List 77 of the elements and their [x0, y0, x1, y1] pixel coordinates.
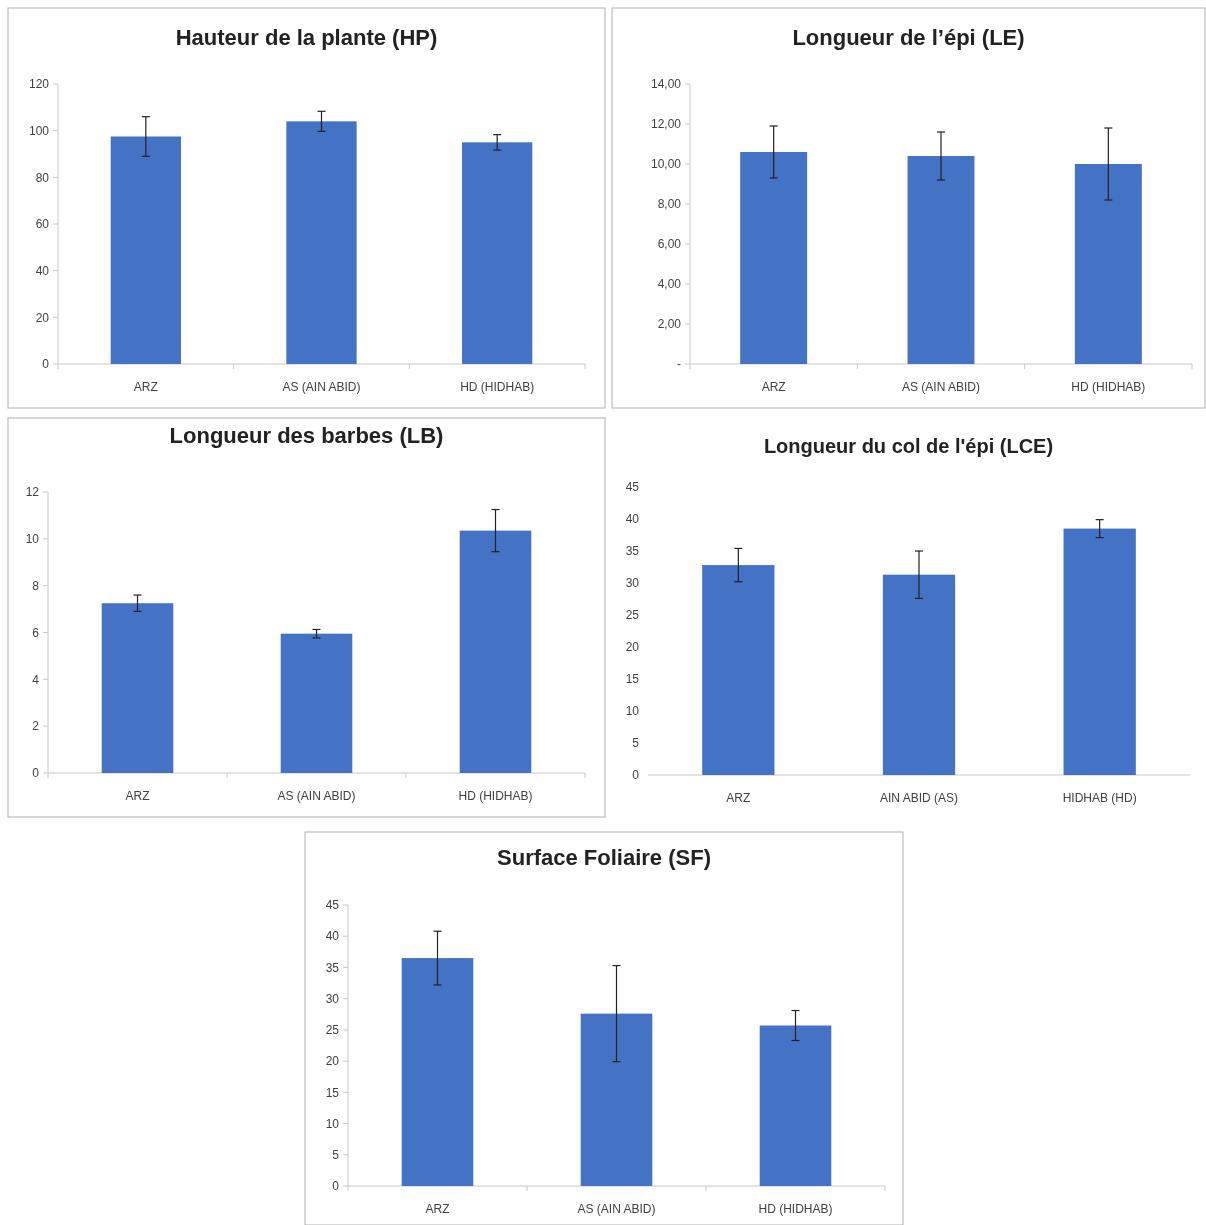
x-tick-label: ARZ [125, 789, 150, 803]
y-tick-label: 40 [625, 512, 640, 527]
y-tick-label: 40 [35, 263, 50, 278]
bar [101, 603, 174, 773]
x-tick-label: AIN ABID (AS) [879, 791, 959, 805]
chart-title: Longueur du col de l'épi (LCE) [763, 435, 1054, 457]
y-tick-label: 60 [35, 217, 50, 232]
y-tick-label: 0 [632, 768, 640, 783]
y-tick-label: 35 [625, 544, 640, 559]
bar [110, 136, 181, 364]
bar [459, 530, 532, 773]
y-tick-label: 100 [28, 123, 50, 138]
x-tick-label: HIDHAB (HD) [1062, 791, 1137, 805]
bar [740, 152, 808, 364]
x-tick-label: ARZ [761, 380, 786, 394]
x-tick-label: ARZ [726, 791, 751, 805]
y-tick-label: 15 [325, 1085, 340, 1100]
bar [280, 633, 353, 773]
x-tick-label: ARZ [133, 380, 158, 394]
y-tick-label: 30 [325, 991, 340, 1006]
bar [702, 565, 775, 775]
bar [401, 958, 474, 1186]
bar [580, 1013, 653, 1186]
bar [286, 121, 357, 364]
y-tick-label: 12 [25, 485, 40, 500]
y-tick-label: 10 [25, 532, 40, 547]
chart-title: Surface Foliaire (SF) [497, 845, 711, 870]
y-tick-label: 40 [325, 929, 340, 944]
y-tick-label: 120 [28, 77, 50, 92]
y-tick-label: 45 [325, 898, 340, 913]
y-tick-label: 2 [32, 719, 40, 734]
y-tick-label: 2,00 [657, 317, 682, 332]
x-tick-label: AS (AIN ABID) [901, 380, 981, 394]
y-tick-label: 6,00 [657, 237, 682, 252]
y-tick-label: 25 [325, 1023, 340, 1038]
bar [882, 574, 956, 775]
x-tick-label: AS (AIN ABID) [277, 789, 356, 803]
x-tick-label: HD (HIDHAB) [458, 789, 533, 803]
chart-title: Longueur de l’épi (LE) [792, 25, 1025, 50]
y-tick-label: 4,00 [657, 277, 682, 292]
y-tick-label: 8 [32, 578, 40, 593]
y-tick-label: 10,00 [650, 157, 682, 172]
y-tick-label: 0 [332, 1179, 340, 1194]
chart-title: Longueur des barbes (LB) [169, 423, 444, 448]
chart-title: Hauteur de la plante (HP) [175, 25, 438, 50]
y-tick-label: 80 [35, 170, 50, 185]
y-tick-label: 4 [32, 672, 40, 687]
y-tick-label: 25 [625, 608, 640, 623]
bar [1063, 528, 1136, 775]
y-tick-label: 35 [325, 960, 340, 975]
y-tick-label: 10 [325, 1116, 340, 1131]
y-tick-label: 20 [625, 640, 640, 655]
y-tick-label: 30 [625, 576, 640, 591]
y-tick-label: 6 [32, 625, 40, 640]
y-tick-label: 20 [35, 310, 50, 325]
x-tick-label: AS (AIN ABID) [577, 1202, 656, 1216]
x-tick-label: HD (HIDHAB) [460, 380, 535, 394]
y-tick-label: 10 [625, 704, 640, 719]
y-tick-label: 5 [632, 736, 640, 751]
bar [1074, 164, 1142, 364]
bar [907, 156, 975, 364]
x-tick-label: HD (HIDHAB) [1071, 380, 1146, 394]
y-tick-label: 8,00 [657, 197, 682, 212]
x-tick-label: AS (AIN ABID) [282, 380, 361, 394]
y-tick-label: 45 [625, 480, 640, 495]
y-tick-label: 5 [332, 1147, 340, 1162]
y-tick-label: 20 [325, 1054, 340, 1069]
y-tick-label: 12,00 [650, 117, 682, 132]
y-tick-label: 15 [625, 672, 640, 687]
x-tick-label: ARZ [425, 1202, 450, 1216]
y-tick-label: 0 [32, 766, 40, 781]
bar [759, 1025, 832, 1186]
y-tick-label: - [677, 357, 681, 372]
y-tick-label: 0 [42, 357, 50, 372]
y-tick-label: 14,00 [650, 77, 682, 92]
x-tick-label: HD (HIDHAB) [758, 1202, 833, 1216]
bar [462, 142, 533, 364]
